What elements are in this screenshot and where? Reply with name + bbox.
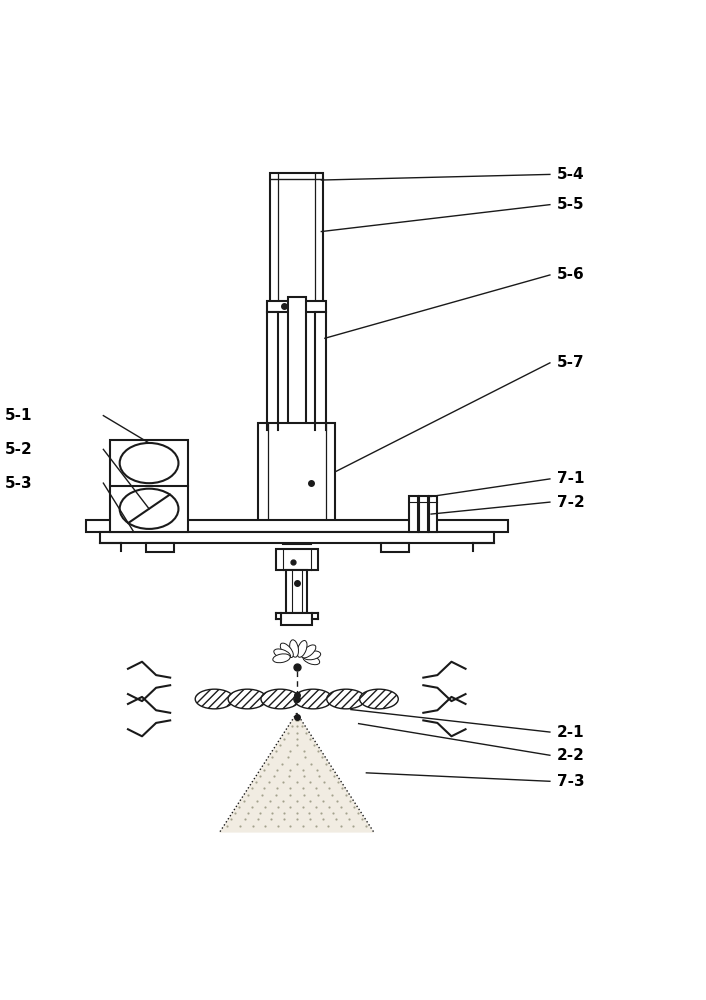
Ellipse shape	[196, 689, 234, 709]
Text: 7-3: 7-3	[557, 774, 585, 789]
Text: 2-1: 2-1	[557, 725, 585, 740]
Bar	[145, 543, 174, 552]
Bar	[258, 423, 335, 532]
Bar	[267, 301, 326, 312]
Ellipse shape	[301, 645, 316, 658]
Ellipse shape	[274, 649, 291, 659]
Bar	[315, 312, 326, 430]
Text: 7-1: 7-1	[557, 471, 585, 486]
Text: 5-5: 5-5	[557, 197, 585, 212]
Text: 5-1: 5-1	[5, 408, 32, 423]
Text: 5-4: 5-4	[557, 167, 585, 182]
Bar	[267, 312, 278, 430]
Polygon shape	[220, 713, 374, 833]
Text: 5-7: 5-7	[557, 355, 585, 370]
Bar	[282, 530, 311, 544]
Text: 5-6: 5-6	[557, 267, 585, 282]
Bar	[409, 496, 418, 532]
Ellipse shape	[303, 655, 320, 665]
Bar	[381, 543, 409, 552]
Ellipse shape	[289, 640, 299, 657]
Text: 5-3: 5-3	[5, 476, 32, 491]
Bar	[281, 613, 312, 625]
Bar	[85, 520, 508, 532]
Ellipse shape	[273, 654, 290, 663]
Ellipse shape	[297, 641, 307, 657]
Text: 2-2: 2-2	[557, 748, 585, 763]
Text: 7-2: 7-2	[557, 495, 585, 510]
Bar	[419, 496, 428, 532]
Bar	[275, 549, 318, 570]
Bar	[429, 496, 438, 532]
Ellipse shape	[280, 643, 293, 658]
Bar	[288, 297, 306, 430]
Ellipse shape	[120, 489, 179, 529]
Ellipse shape	[120, 443, 179, 483]
Ellipse shape	[327, 689, 366, 709]
Ellipse shape	[294, 689, 333, 709]
Bar	[286, 570, 307, 613]
Ellipse shape	[228, 689, 267, 709]
Ellipse shape	[359, 689, 398, 709]
Bar	[110, 440, 188, 532]
Ellipse shape	[261, 689, 299, 709]
Bar	[100, 532, 493, 543]
Text: 5-2: 5-2	[5, 442, 32, 457]
Bar	[270, 173, 323, 303]
Ellipse shape	[304, 651, 321, 660]
